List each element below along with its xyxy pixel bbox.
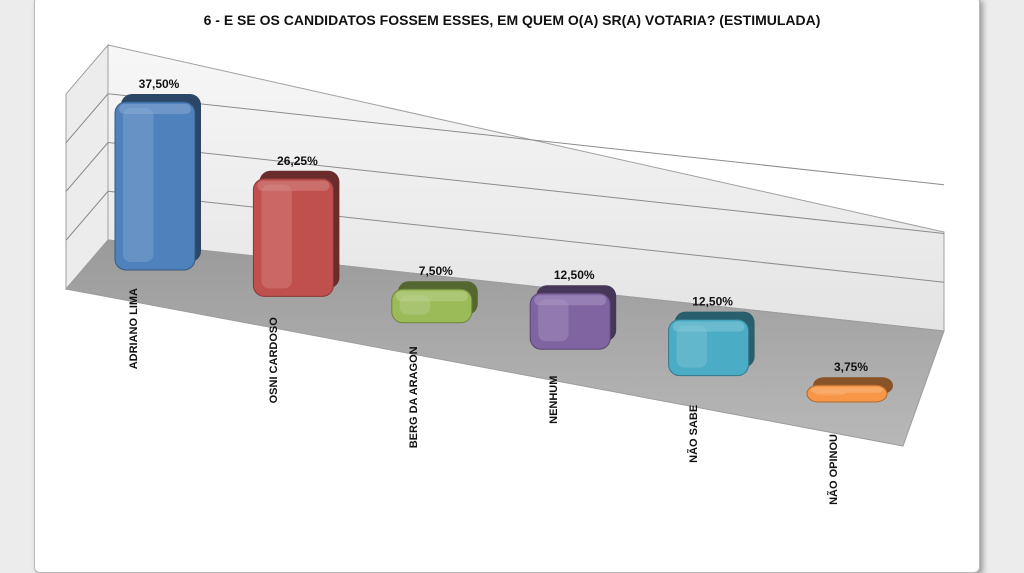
grid-line bbox=[65, 190, 109, 241]
bar bbox=[114, 94, 201, 271]
data-label: 7,50% bbox=[419, 264, 453, 278]
data-label: 37,50% bbox=[139, 77, 180, 91]
grid-lines bbox=[65, 93, 945, 283]
grid-line bbox=[107, 190, 945, 283]
grid-line bbox=[65, 93, 109, 144]
grid-line bbox=[65, 142, 109, 192]
bar bbox=[252, 170, 340, 297]
category-label: ADRIANO LIMA bbox=[128, 288, 140, 369]
chart-title: 6 - E SE OS CANDIDATOS FOSSEM ESSES, EM … bbox=[203, 12, 821, 28]
bars bbox=[114, 94, 893, 403]
grid-line bbox=[107, 93, 945, 186]
data-label: 12,50% bbox=[692, 295, 733, 309]
bar bbox=[668, 311, 755, 377]
data-label: 26,25% bbox=[277, 154, 318, 168]
bar bbox=[529, 285, 617, 350]
category-label: NÃO OPINOU bbox=[827, 434, 840, 505]
data-labels: 37,50% 26,25% 7,50% 12,50% 12,50% 3,75% bbox=[139, 77, 869, 374]
category-label: NÃO SABE bbox=[687, 405, 700, 463]
bar-chart: 37,50% 26,25% 7,50% 12,50% 12,50% 3,75% ADRIA… bbox=[65, 43, 945, 505]
grid-line bbox=[107, 142, 945, 234]
data-label: 3,75% bbox=[834, 360, 868, 374]
category-labels: ADRIANO LIMA OSNI CARDOSO BERG DA ARAGON NE… bbox=[128, 288, 840, 505]
data-label: 12,50% bbox=[554, 268, 595, 282]
bar bbox=[806, 377, 893, 403]
category-label: NENHUM bbox=[548, 376, 560, 424]
category-label: BERG DA ARAGON bbox=[408, 346, 420, 448]
bar bbox=[391, 281, 478, 324]
category-label: OSNI CARDOSO bbox=[268, 317, 280, 404]
